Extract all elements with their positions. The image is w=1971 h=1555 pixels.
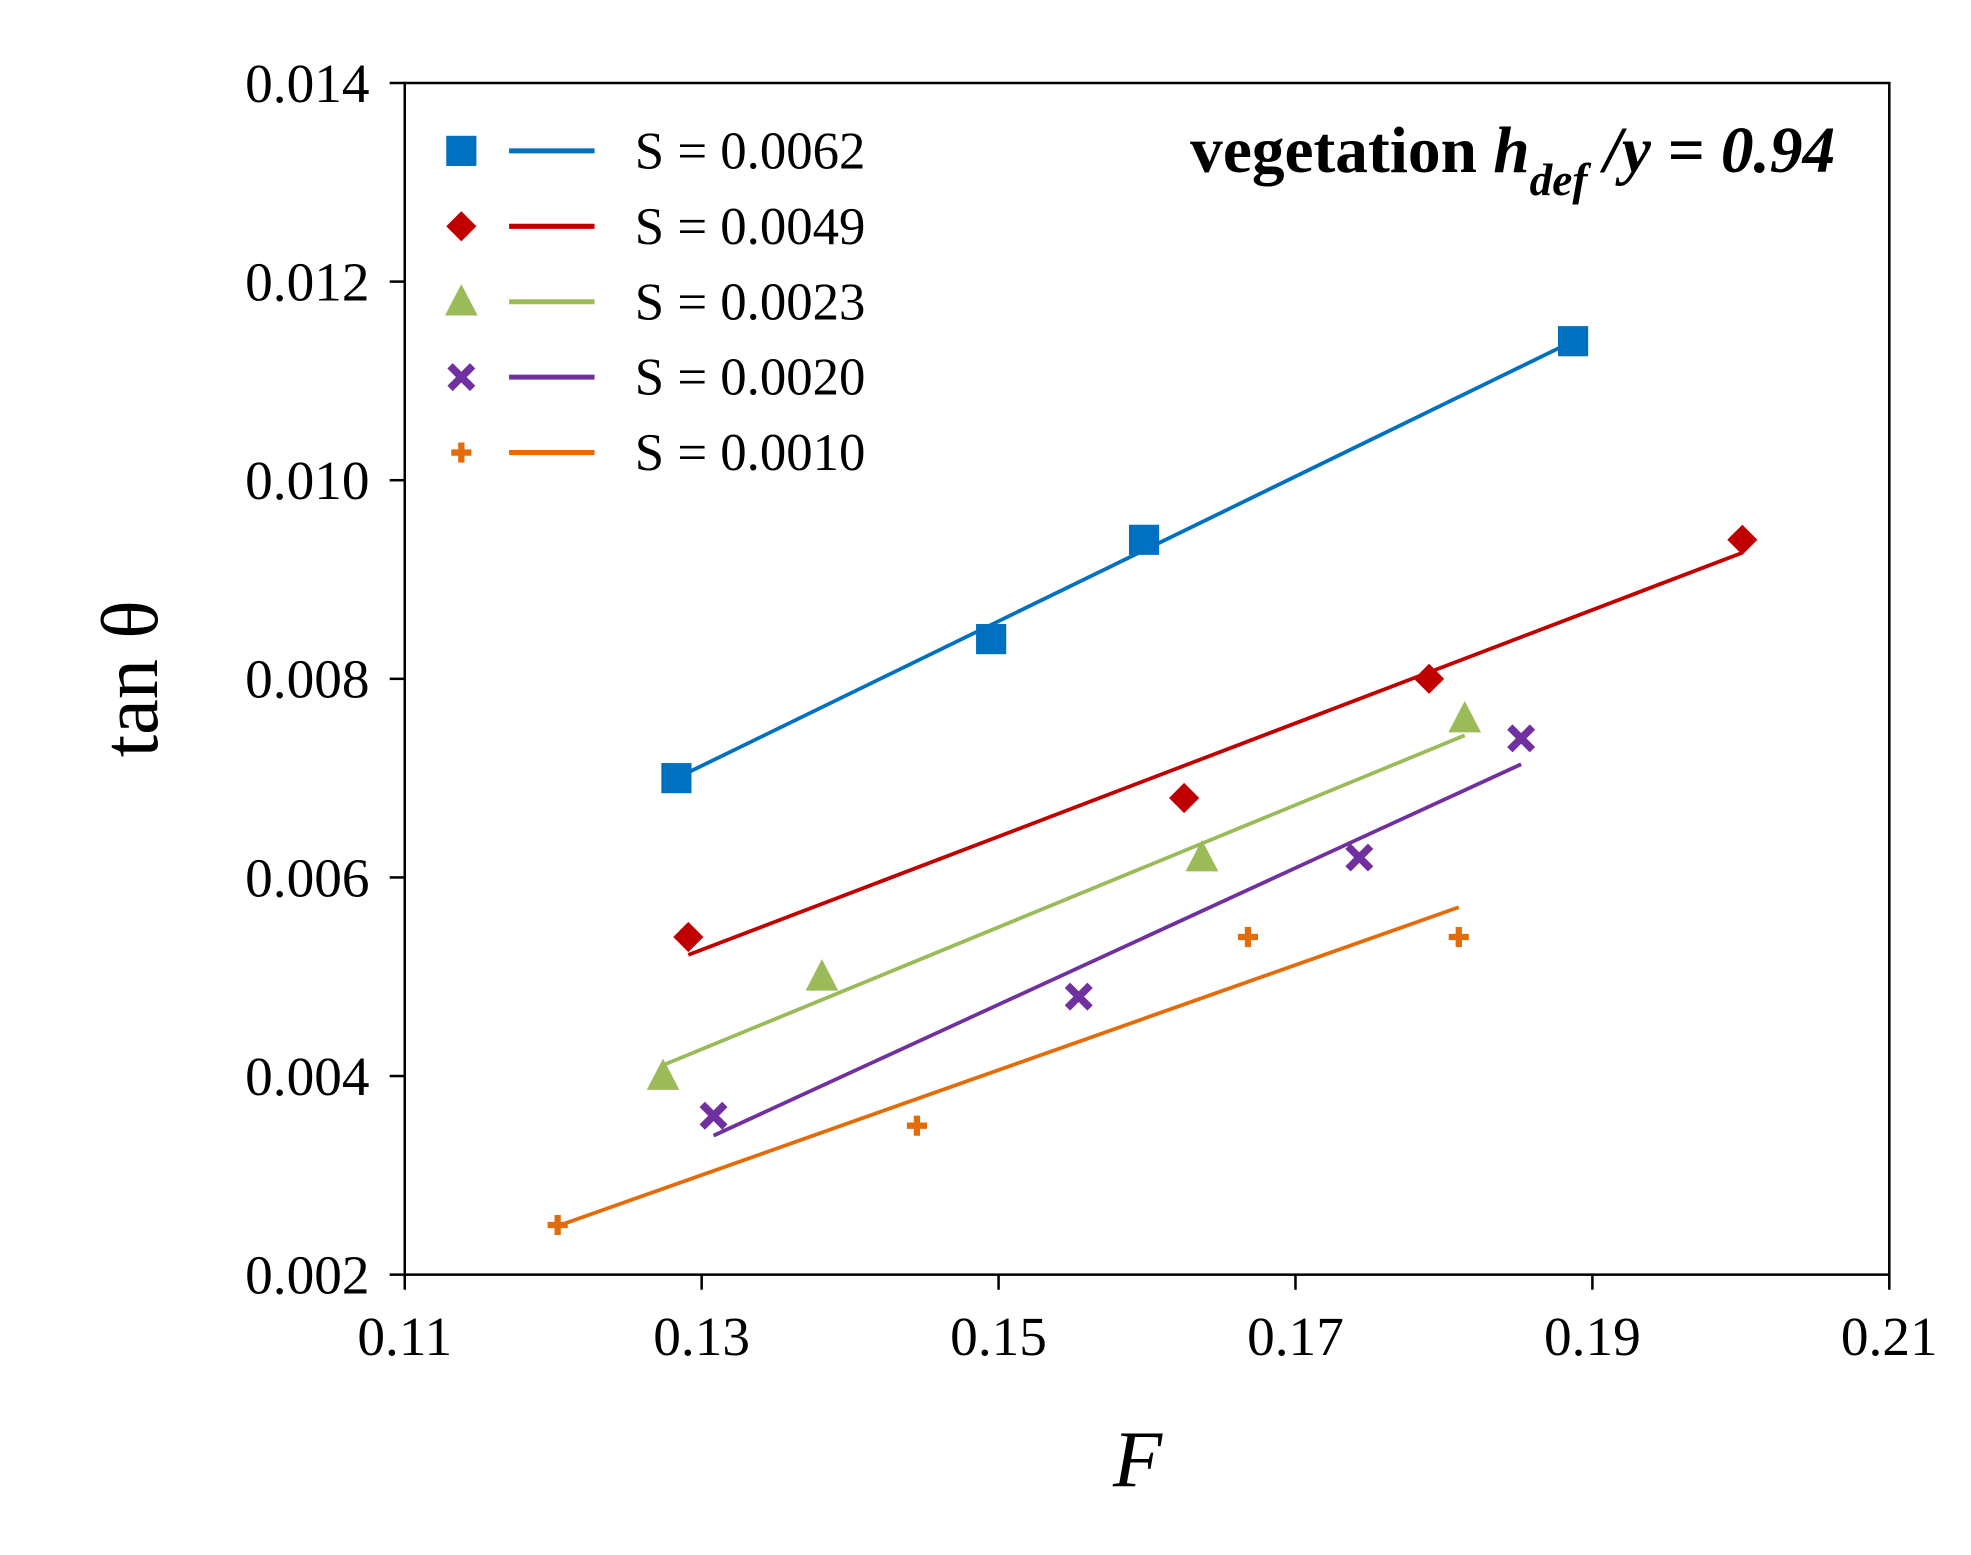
data-point-s00049: [1727, 524, 1758, 555]
data-point-s00020: [1345, 843, 1374, 872]
y-tick-label: 0.014: [245, 53, 369, 114]
data-point-s00062: [661, 763, 692, 794]
legend-label-s00023: S = 0.0023: [635, 273, 866, 331]
data-point-s00010: [1237, 926, 1259, 948]
x-tick-label: 0.11: [357, 1306, 452, 1367]
y-tick-label: 0.006: [245, 847, 369, 908]
legend-marker-s00020: [447, 363, 476, 392]
x-tick-label: 0.13: [653, 1306, 750, 1367]
x-tick-label: 0.15: [950, 1306, 1047, 1367]
legend-marker-s00010: [451, 442, 472, 463]
trendline-s00010: [557, 905, 1460, 1228]
data-point-s00062: [976, 624, 1007, 655]
data-point-s00023: [1448, 700, 1482, 733]
y-tick-label: 0.008: [245, 649, 369, 710]
legend-marker-s00049: [446, 211, 477, 242]
y-tick-label: 0.012: [245, 251, 369, 312]
data-point-s00020: [1507, 724, 1536, 753]
plot-area: [403, 81, 1891, 1276]
y-tick-label: 0.004: [245, 1046, 369, 1107]
y-tick-label: 0.010: [245, 450, 369, 511]
data-point-s00010: [1448, 926, 1469, 948]
data-point-s00020: [1064, 982, 1093, 1011]
legend: S = 0.0062 S = 0.0049 S = 0.0023 S = 0.0020…: [444, 122, 866, 482]
trendline-s00020: [712, 762, 1522, 1138]
trendline-s00062: [675, 339, 1574, 780]
legend-marker-s00023: [444, 284, 478, 316]
x-tick-label: 0.17: [1247, 1306, 1344, 1367]
y-tick-label: 0.002: [245, 1245, 369, 1306]
x-axis-label: F: [1112, 1415, 1163, 1504]
data-point-s00023: [646, 1058, 680, 1090]
data-point-s00020: [699, 1101, 728, 1130]
legend-label-s00049: S = 0.0049: [635, 198, 866, 256]
data-point-s00010: [906, 1115, 927, 1136]
data-point-s00049: [673, 921, 704, 953]
data-point-s00062: [1558, 326, 1589, 357]
chart-title: vegetation hdef /y = 0.94: [1190, 115, 1835, 205]
legend-label-s00062: S = 0.0062: [635, 122, 866, 180]
legend-label-s00020: S = 0.0020: [635, 349, 866, 407]
data-point-s00049: [1414, 663, 1445, 694]
legend-marker-s00062: [446, 135, 477, 166]
data-point-s00049: [1169, 782, 1200, 814]
x-tick-label: 0.19: [1544, 1306, 1641, 1367]
data-point-s00010: [547, 1214, 568, 1236]
data-point-s00023: [1185, 839, 1219, 872]
data-point-s00023: [805, 959, 839, 991]
y-axis-label: tan θ: [86, 600, 175, 757]
legend-label-s00010: S = 0.0010: [635, 424, 866, 482]
trendline-s00049: [687, 550, 1743, 957]
trendline-s00023: [662, 733, 1466, 1067]
x-tick-label: 0.21: [1841, 1306, 1938, 1367]
data-point-s00062: [1128, 524, 1160, 555]
